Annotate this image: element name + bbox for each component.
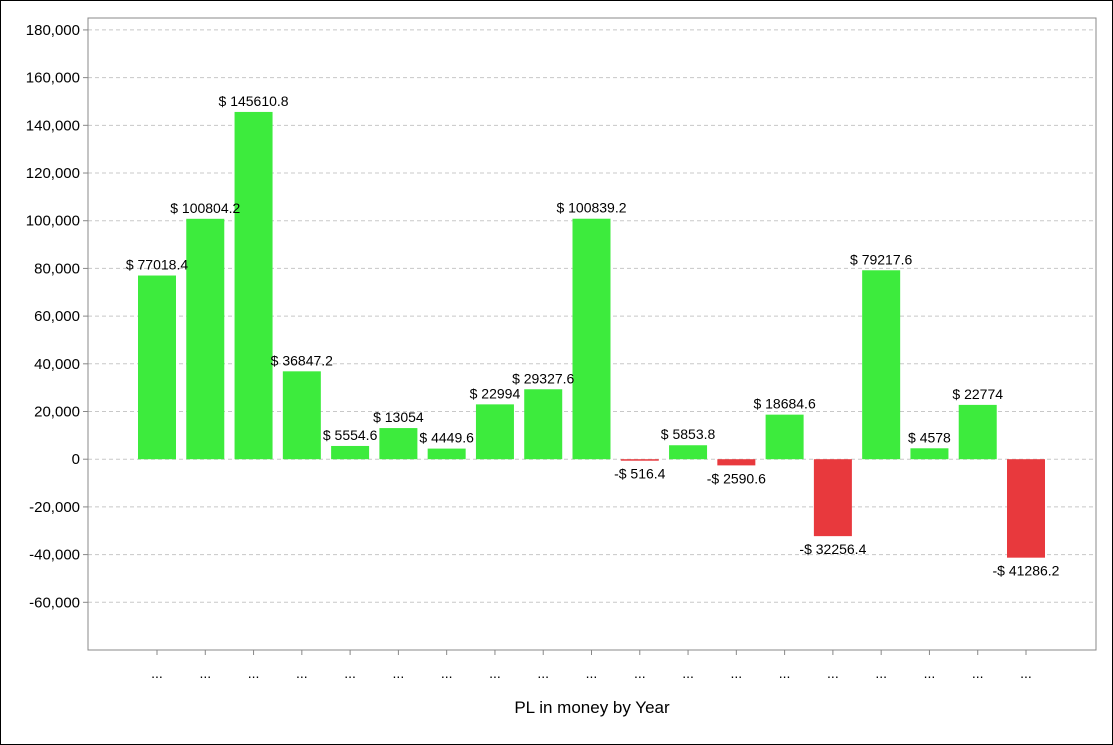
bar	[620, 459, 659, 461]
bar	[910, 448, 949, 460]
bar	[1007, 459, 1045, 558]
y-tick-label: 100,000	[26, 213, 80, 230]
data-label: $ 4449.6	[419, 430, 474, 446]
bar	[765, 414, 804, 460]
y-tick-label: 180,000	[26, 22, 80, 39]
data-label: $ 77018.4	[126, 257, 188, 273]
data-label: -$ 2590.6	[707, 470, 766, 486]
bar	[669, 445, 708, 460]
bar	[138, 275, 176, 460]
bar	[717, 459, 756, 466]
bar	[427, 448, 466, 460]
data-label: $ 22994	[470, 385, 521, 401]
data-label: $ 4578	[908, 429, 951, 445]
data-label: $ 13054	[373, 409, 424, 425]
y-tick-label: 20,000	[34, 404, 80, 421]
x-tick-label: ...	[248, 665, 260, 681]
x-tick-label: ...	[441, 665, 453, 681]
x-axis-title: PL in money by Year	[514, 698, 670, 717]
x-tick-label: ...	[586, 665, 598, 681]
data-label: $ 29327.6	[512, 370, 574, 386]
y-tick-label: -20,000	[29, 499, 80, 516]
bar	[475, 404, 514, 460]
x-tick-label: ...	[393, 665, 405, 681]
y-tick-label: 60,000	[34, 308, 80, 325]
y-tick-label: 40,000	[34, 356, 80, 373]
data-label: $ 5853.8	[661, 426, 716, 442]
data-label: $ 100804.2	[170, 200, 240, 216]
bar	[379, 428, 418, 460]
bars	[138, 111, 1045, 558]
x-tick-label: ...	[682, 665, 694, 681]
x-tick-label: ...	[489, 665, 501, 681]
data-label: -$ 516.4	[614, 465, 666, 481]
y-tick-label: 0	[72, 451, 80, 468]
data-labels: $ 77018.4 $ 100804.2 $ 145610.8 $ 36847.2 $ …	[126, 93, 1060, 579]
x-tick-label: ...	[730, 665, 742, 681]
y-tick-label: 160,000	[26, 70, 80, 87]
data-label: $ 145610.8	[219, 93, 289, 109]
x-tick-label: ...	[537, 665, 549, 681]
y-tick-label: 120,000	[26, 165, 80, 182]
data-label: $ 100839.2	[556, 200, 626, 216]
y-tick-label: -40,000	[29, 547, 80, 564]
data-label: $ 36847.2	[271, 352, 333, 368]
bar	[186, 218, 225, 460]
y-tick-label: 80,000	[34, 260, 80, 277]
data-label: $ 79217.6	[850, 251, 912, 267]
data-label: -$ 41286.2	[993, 563, 1060, 579]
y-tick-label: 140,000	[26, 117, 80, 134]
x-tick-label: ...	[151, 665, 163, 681]
data-label: -$ 32256.4	[799, 541, 866, 557]
x-tick-label: ...	[924, 665, 936, 681]
x-axis-ticks: ........................................…	[151, 650, 1032, 681]
bar	[958, 404, 997, 460]
x-tick-label: ...	[827, 665, 839, 681]
x-tick-label: ...	[875, 665, 887, 681]
bar	[524, 389, 563, 460]
bar	[862, 270, 901, 460]
x-tick-label: ...	[296, 665, 308, 681]
bar	[331, 445, 370, 460]
data-label: $ 5554.6	[323, 427, 378, 443]
data-label: $ 18684.6	[753, 396, 815, 412]
x-tick-label: ...	[199, 665, 211, 681]
x-tick-label: ...	[1020, 665, 1032, 681]
x-tick-label: ...	[344, 665, 356, 681]
x-tick-label: ...	[779, 665, 791, 681]
x-tick-label: ...	[634, 665, 646, 681]
bar	[234, 111, 273, 460]
bar	[282, 371, 321, 460]
data-label: $ 22774	[952, 386, 1003, 402]
y-axis-ticks: -60,000 -40,000 -20,000 0 20,000 40,000 60,000…	[26, 22, 88, 611]
y-tick-label: -60,000	[29, 594, 80, 611]
bar	[813, 459, 852, 537]
x-tick-label: ...	[972, 665, 984, 681]
bar	[572, 218, 611, 460]
